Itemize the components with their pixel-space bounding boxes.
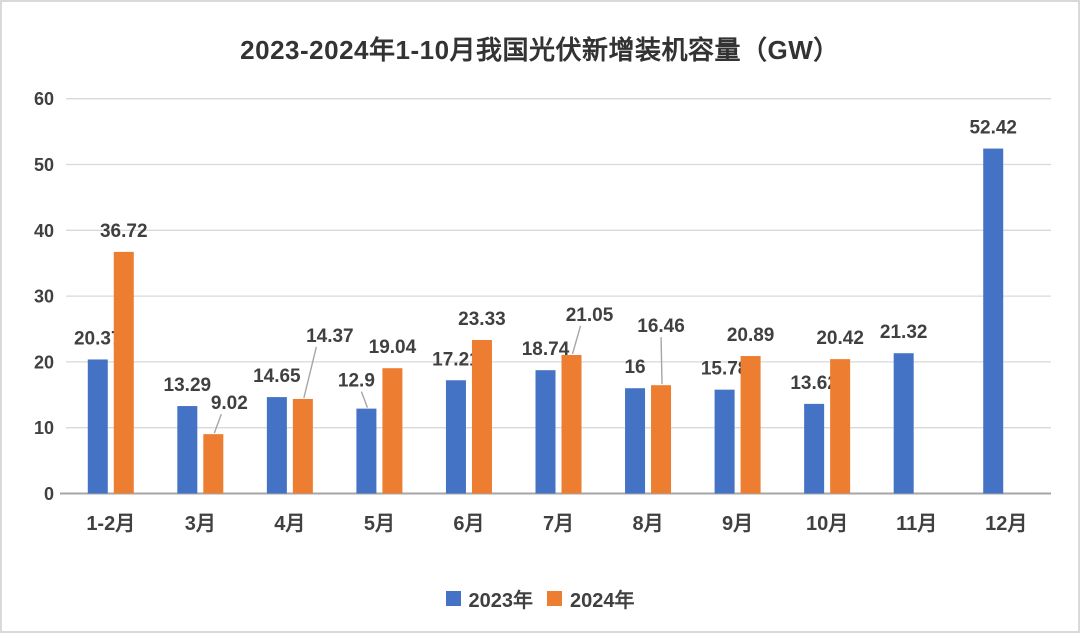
bar-2024年-8月 <box>651 385 672 494</box>
y-axis-tick-label: 30 <box>34 287 54 307</box>
bar-2023年-4月 <box>266 397 287 494</box>
bar-2024年-9月 <box>740 356 761 494</box>
y-axis-tick-label: 10 <box>34 418 54 438</box>
bar-2023年-8月 <box>625 388 646 494</box>
legend: 2023年 2024年 <box>2 584 1078 613</box>
data-label-leader-line <box>213 413 222 434</box>
data-label-leader-line <box>660 337 663 385</box>
data-label-2024年-5月: 19.04 <box>369 337 417 358</box>
legend-swatch-2024-icon <box>547 591 562 606</box>
data-label-2024年-8月: 16.46 <box>637 316 685 337</box>
bar-2023年-7月 <box>535 370 556 494</box>
data-label-2023年-6月: 17.21 <box>432 349 480 370</box>
legend-swatch-2023-icon <box>445 591 461 606</box>
bar-2024年-6月 <box>471 339 492 494</box>
data-label-2023年-11月: 21.32 <box>880 322 928 343</box>
x-axis-category-label: 12月 <box>985 513 1027 535</box>
bar-2024年-10月 <box>830 359 851 494</box>
x-axis-category-label: 1-2月 <box>86 513 135 535</box>
data-label-2024年-4月: 14.37 <box>306 326 354 347</box>
bar-2023年-1-2月 <box>87 359 108 494</box>
legend-label-2023: 2023年 <box>468 590 534 612</box>
y-axis-tick-label: 60 <box>34 89 54 109</box>
bar-2023年-3月 <box>177 406 198 494</box>
bar-2023年-6月 <box>445 380 466 494</box>
bar-2024年-4月 <box>292 398 313 494</box>
bar-plot-canvas: 0 10 20 30 40 50 60 20.37 36.72 1-2月 13.299.02 3月 14… <box>34 89 1051 535</box>
bar-2024年-5月 <box>382 368 403 494</box>
x-axis-category-label: 9月 <box>722 513 753 535</box>
data-label-2024年-3月: 9.02 <box>211 393 248 414</box>
data-label-2023年-9月: 15.78 <box>701 359 749 380</box>
bar-2024年-3月 <box>203 434 224 494</box>
bar-2023年-9月 <box>714 389 735 494</box>
x-axis-category-label: 5月 <box>364 513 395 535</box>
data-label-2023年-1-2月: 20.37 <box>74 328 122 349</box>
data-label-2023年-4月: 14.65 <box>253 366 301 387</box>
bar-2024年-1-2月 <box>113 251 134 494</box>
x-axis-category-label: 3月 <box>185 513 216 535</box>
data-label-2024年-6月: 23.33 <box>458 309 506 330</box>
legend-item-2023: 2023年 <box>445 584 534 613</box>
data-label-2023年-7月: 18.74 <box>522 339 570 360</box>
legend-item-2024: 2024年 <box>547 584 635 613</box>
data-label-2024年-1-2月: 36.72 <box>100 221 148 242</box>
data-label-leader-line <box>360 391 369 408</box>
x-axis-category-label: 6月 <box>453 513 484 535</box>
data-label-2023年-12月: 52.42 <box>969 118 1017 139</box>
x-axis-category-label: 11月 <box>896 513 937 535</box>
data-label-2024年-7月: 21.05 <box>566 305 614 326</box>
data-label-2023年-5月: 12.9 <box>338 371 375 392</box>
legend-label-2024: 2024年 <box>570 590 635 612</box>
bar-2023年-5月 <box>356 408 377 494</box>
data-label-2024年-9月: 20.89 <box>727 325 775 346</box>
bar-2024年-7月 <box>561 354 582 494</box>
chart-title: 2023-2024年1-10月我国光伏新增装机容量（GW） <box>240 35 840 65</box>
x-axis-category-label: 4月 <box>274 513 305 535</box>
data-label-2023年-8月: 16 <box>624 357 645 378</box>
data-label-2023年-10月: 13.62 <box>790 373 838 394</box>
data-label-2024年-10月: 20.42 <box>816 328 864 349</box>
y-axis-tick-label: 0 <box>44 484 54 504</box>
bar-2023年-11月 <box>893 353 914 494</box>
y-axis-tick-label: 20 <box>34 352 54 372</box>
y-axis-tick-label: 50 <box>34 155 54 175</box>
x-axis-category-label: 7月 <box>543 513 574 535</box>
y-axis-tick-label: 40 <box>34 221 54 241</box>
data-label-leader-line <box>303 346 318 399</box>
bar-2023年-10月 <box>804 403 825 494</box>
x-axis-category-label: 10月 <box>806 513 848 535</box>
data-label-2023年-3月: 13.29 <box>164 375 212 396</box>
data-label-leader-line <box>571 325 582 355</box>
bar-2023年-12月 <box>983 148 1004 494</box>
x-axis-category-label: 8月 <box>632 513 663 535</box>
